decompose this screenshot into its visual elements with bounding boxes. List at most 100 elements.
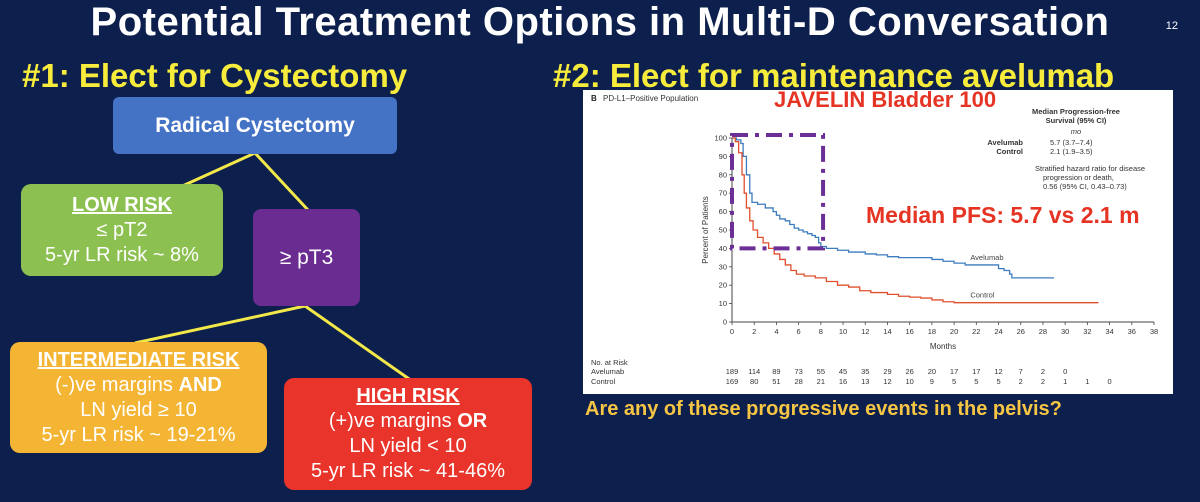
- y-tick-label: 100: [714, 134, 727, 143]
- risk-value: 5: [974, 377, 978, 386]
- risk-value: 35: [861, 367, 869, 376]
- series-line-avelumab: [732, 137, 1055, 279]
- x-tick-label: 2: [752, 327, 756, 336]
- pt3-box: ≥ pT3: [253, 209, 360, 306]
- x-tick-label: 16: [906, 327, 914, 336]
- legend-row-value: 2.1 (1.9–3.5): [1050, 147, 1093, 156]
- x-tick-label: 34: [1105, 327, 1113, 336]
- y-tick-label: 60: [719, 207, 727, 216]
- intermediate-risk-box: INTERMEDIATE RISK (-)ve margins AND LN y…: [10, 342, 267, 453]
- risk-value: 29: [883, 367, 891, 376]
- risk-value: 1: [1063, 377, 1067, 386]
- high-risk-lr: 5-yr LR risk ~ 41-46%: [311, 460, 505, 482]
- y-tick-label: 30: [719, 262, 727, 271]
- series-label-avelumab: Avelumab: [970, 253, 1003, 262]
- x-tick-label: 8: [819, 327, 823, 336]
- x-tick-label: 0: [730, 327, 734, 336]
- risk-value: 10: [906, 377, 914, 386]
- radical-cystectomy-box: Radical Cystectomy: [113, 97, 397, 154]
- risk-value: 114: [748, 367, 760, 376]
- x-tick-label: 28: [1039, 327, 1047, 336]
- high-risk-box: HIGH RISK (+)ve margins OR LN yield < 10…: [284, 378, 532, 490]
- legend-title: Median Progression-free: [1032, 107, 1120, 116]
- chart-axes: 0 2 4 6 8 10 12 14 16 18 20 22 24 26 28 30 32 34 36 3801020…: [701, 134, 1158, 352]
- high-margins-text: (+)ve margins: [328, 410, 458, 432]
- risk-value: 45: [839, 367, 847, 376]
- risk-value: 17: [950, 367, 958, 376]
- y-tick-label: 10: [719, 299, 727, 308]
- intermediate-risk-margins: (-)ve margins AND: [55, 373, 222, 398]
- x-tick-label: 20: [950, 327, 958, 336]
- risk-value: 73: [794, 367, 802, 376]
- intermediate-risk-lr: 5-yr LR risk ~ 19-21%: [41, 423, 236, 446]
- high-risk-margins: (+)ve margins OR: [329, 409, 487, 434]
- y-tick-label: 0: [723, 318, 727, 327]
- high-risk-heading: HIGH RISK: [356, 385, 460, 407]
- x-tick-label: 26: [1017, 327, 1025, 336]
- connector-pt3-intermediate: [134, 304, 306, 345]
- risk-value: 2: [1019, 377, 1023, 386]
- x-tick-label: 32: [1083, 327, 1091, 336]
- y-tick-label: 70: [719, 189, 727, 198]
- x-tick-label: 38: [1150, 327, 1158, 336]
- y-tick-label: 40: [719, 244, 727, 253]
- risk-value: 2: [1041, 377, 1045, 386]
- x-axis-label: Months: [930, 342, 956, 351]
- left-heading: #1: Elect for Cystectomy: [22, 57, 408, 94]
- risk-value: 1: [1085, 377, 1089, 386]
- y-tick-label: 20: [719, 281, 727, 290]
- bottom-question: Are any of these progressive events in t…: [585, 398, 1062, 420]
- flow-connectors: [134, 151, 413, 383]
- risk-value: 189: [726, 367, 739, 376]
- legend-row-value: 5.7 (3.7–7.4): [1050, 138, 1093, 147]
- legend-hr-line: progression or death,: [1043, 173, 1114, 182]
- risk-value: 51: [772, 377, 780, 386]
- median-pfs-annotation: Median PFS: 5.7 vs 2.1 m: [866, 202, 1140, 228]
- risk-value: 2: [1041, 367, 1045, 376]
- risk-value: 17: [972, 367, 980, 376]
- legend-hr-line: 0.56 (95% CI, 0.43–0.73): [1043, 182, 1127, 191]
- high-or-text: OR: [457, 410, 488, 432]
- x-tick-label: 24: [994, 327, 1002, 336]
- series-line-control: [732, 137, 1099, 304]
- km-chart: B PD-L1–Positive Population 0 2 4 6 8 10 12 14 1…: [591, 94, 1158, 386]
- risk-value: 13: [861, 377, 869, 386]
- x-tick-label: 36: [1128, 327, 1136, 336]
- slide-number: 12: [1165, 20, 1178, 32]
- risk-value: 28: [794, 377, 802, 386]
- legend-hr-line: Stratified hazard ratio for disease: [1035, 164, 1145, 173]
- legend-row-name: Control: [996, 147, 1023, 156]
- connector-root-low: [177, 151, 256, 190]
- x-tick-label: 18: [928, 327, 936, 336]
- x-tick-label: 6: [797, 327, 801, 336]
- risk-value: 21: [817, 377, 825, 386]
- radical-cystectomy-label: Radical Cystectomy: [155, 114, 355, 137]
- population-label: PD-L1–Positive Population: [603, 94, 698, 103]
- risk-value: 5: [996, 377, 1000, 386]
- x-tick-label: 22: [972, 327, 980, 336]
- panel-label: B: [591, 94, 597, 103]
- low-risk-heading: LOW RISK: [72, 193, 172, 216]
- risk-value: 20: [928, 367, 936, 376]
- y-tick-label: 80: [719, 170, 727, 179]
- intermediate-margins-text: (-)ve margins: [55, 373, 179, 396]
- legend-row-name: Avelumab: [987, 138, 1023, 147]
- y-axis-label: Percent of Patients: [701, 196, 710, 264]
- risk-value: 0: [1107, 377, 1111, 386]
- risk-value: 89: [772, 367, 780, 376]
- low-risk-box: LOW RISK ≤ pT2 5-yr LR risk ~ 8%: [21, 184, 223, 276]
- right-heading: #2: Elect for maintenance avelumab: [553, 57, 1115, 94]
- risk-row-name: Control: [591, 377, 616, 386]
- x-tick-label: 30: [1061, 327, 1069, 336]
- y-tick-label: 90: [719, 152, 727, 161]
- y-tick-label: 50: [719, 226, 727, 235]
- legend-title: Survival (95% CI): [1046, 116, 1107, 125]
- highlight-dashed-box: [730, 133, 826, 251]
- risk-value: 12: [994, 367, 1002, 376]
- pt3-label: ≥ pT3: [279, 246, 334, 269]
- risk-value: 80: [750, 377, 758, 386]
- risk-value: 0: [1063, 367, 1067, 376]
- risk-row-name: Avelumab: [591, 367, 624, 376]
